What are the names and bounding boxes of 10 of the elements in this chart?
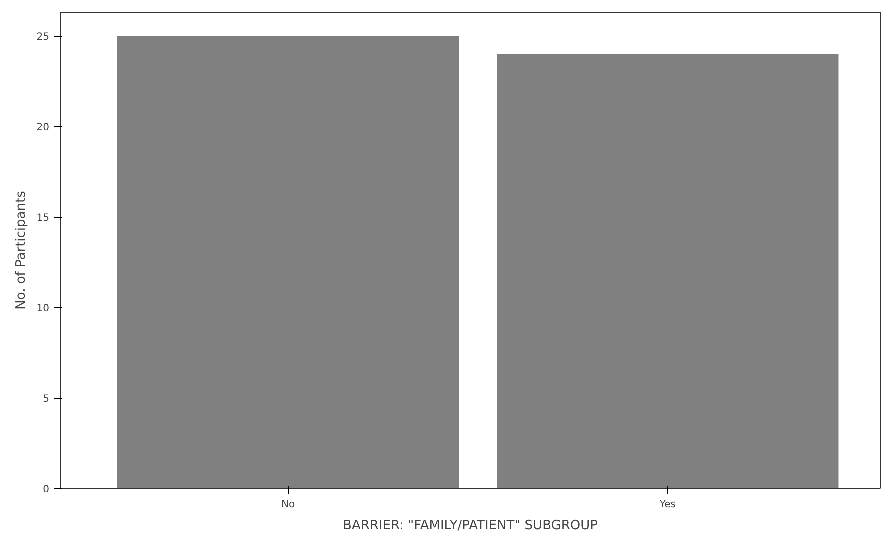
y-tick-label: 5 xyxy=(43,394,50,406)
y-tick-label: 0 xyxy=(43,484,50,496)
y-axis-title: No. of Participants xyxy=(14,190,29,310)
y-tick-label: 15 xyxy=(36,213,50,224)
x-tick-label: Yes xyxy=(658,500,676,510)
x-tick-label: No xyxy=(281,500,296,510)
x-axis-title: BARRIER: "FAMILY/PATIENT" SUBGROUP xyxy=(343,518,598,534)
y-tick-label: 25 xyxy=(36,32,50,44)
y-tick-label: 20 xyxy=(36,122,50,134)
y-tick-label: 10 xyxy=(36,304,50,315)
